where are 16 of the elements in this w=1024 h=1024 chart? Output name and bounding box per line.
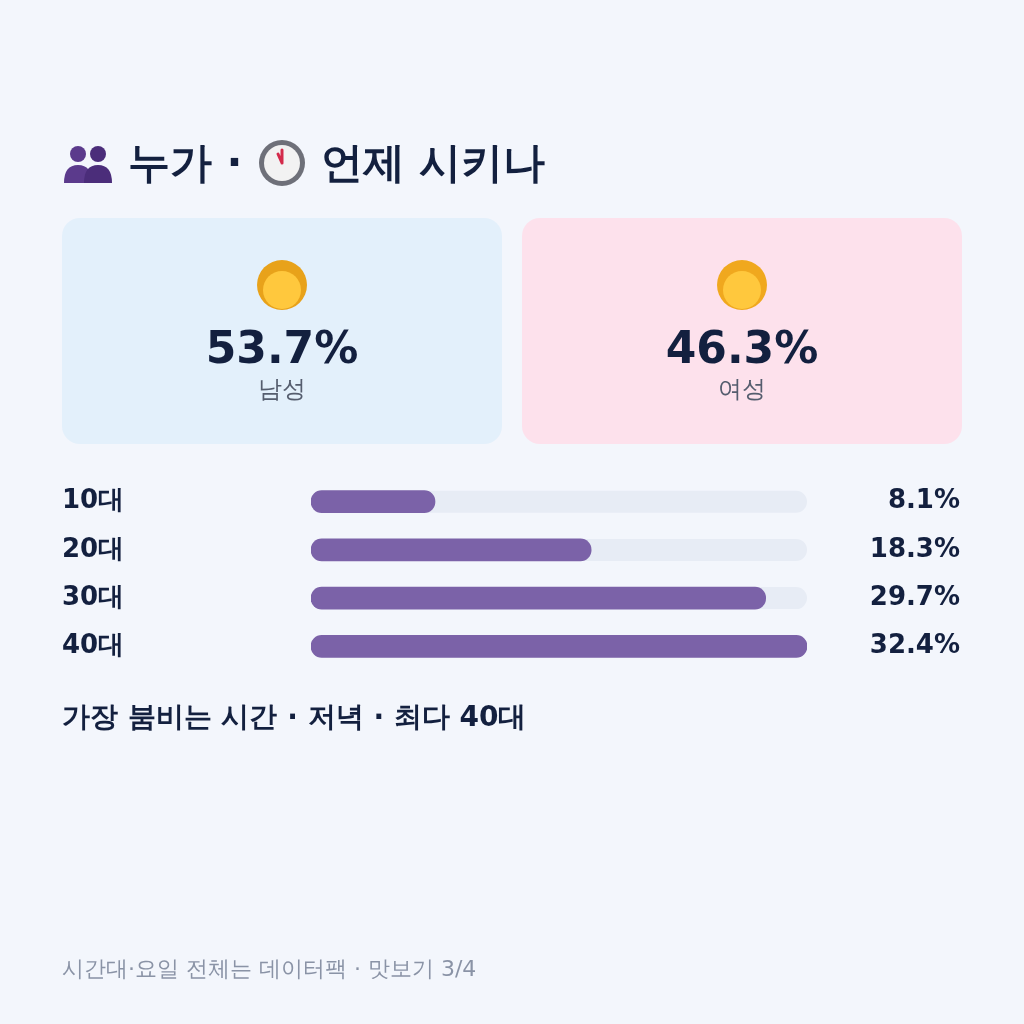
chart-title: 누가 · 언제 시키나	[128, 138, 546, 187]
y-tick-label: 20대	[62, 532, 125, 563]
text: 시간대·요일 전체는 데이터팩 · 맛보기 3/4	[62, 955, 477, 983]
data-label: 46.3%	[665, 321, 819, 373]
data-label: 53.7%	[205, 321, 359, 373]
category-label: 여성	[718, 373, 766, 405]
category-label: 남성	[258, 373, 306, 405]
y-tick-label: 40대	[62, 629, 125, 660]
bar	[311, 490, 436, 514]
data-label: 29.7%	[869, 580, 960, 611]
data-label: 32.4%	[869, 629, 960, 660]
y-tick-label: 10대	[62, 484, 125, 515]
text: 가장 붐비는 시간 · 저녁 · 최다 40대	[62, 699, 527, 735]
data-label: 8.1%	[887, 484, 960, 515]
y-tick-label: 30대	[62, 580, 125, 611]
data-label: 18.3%	[869, 532, 960, 563]
